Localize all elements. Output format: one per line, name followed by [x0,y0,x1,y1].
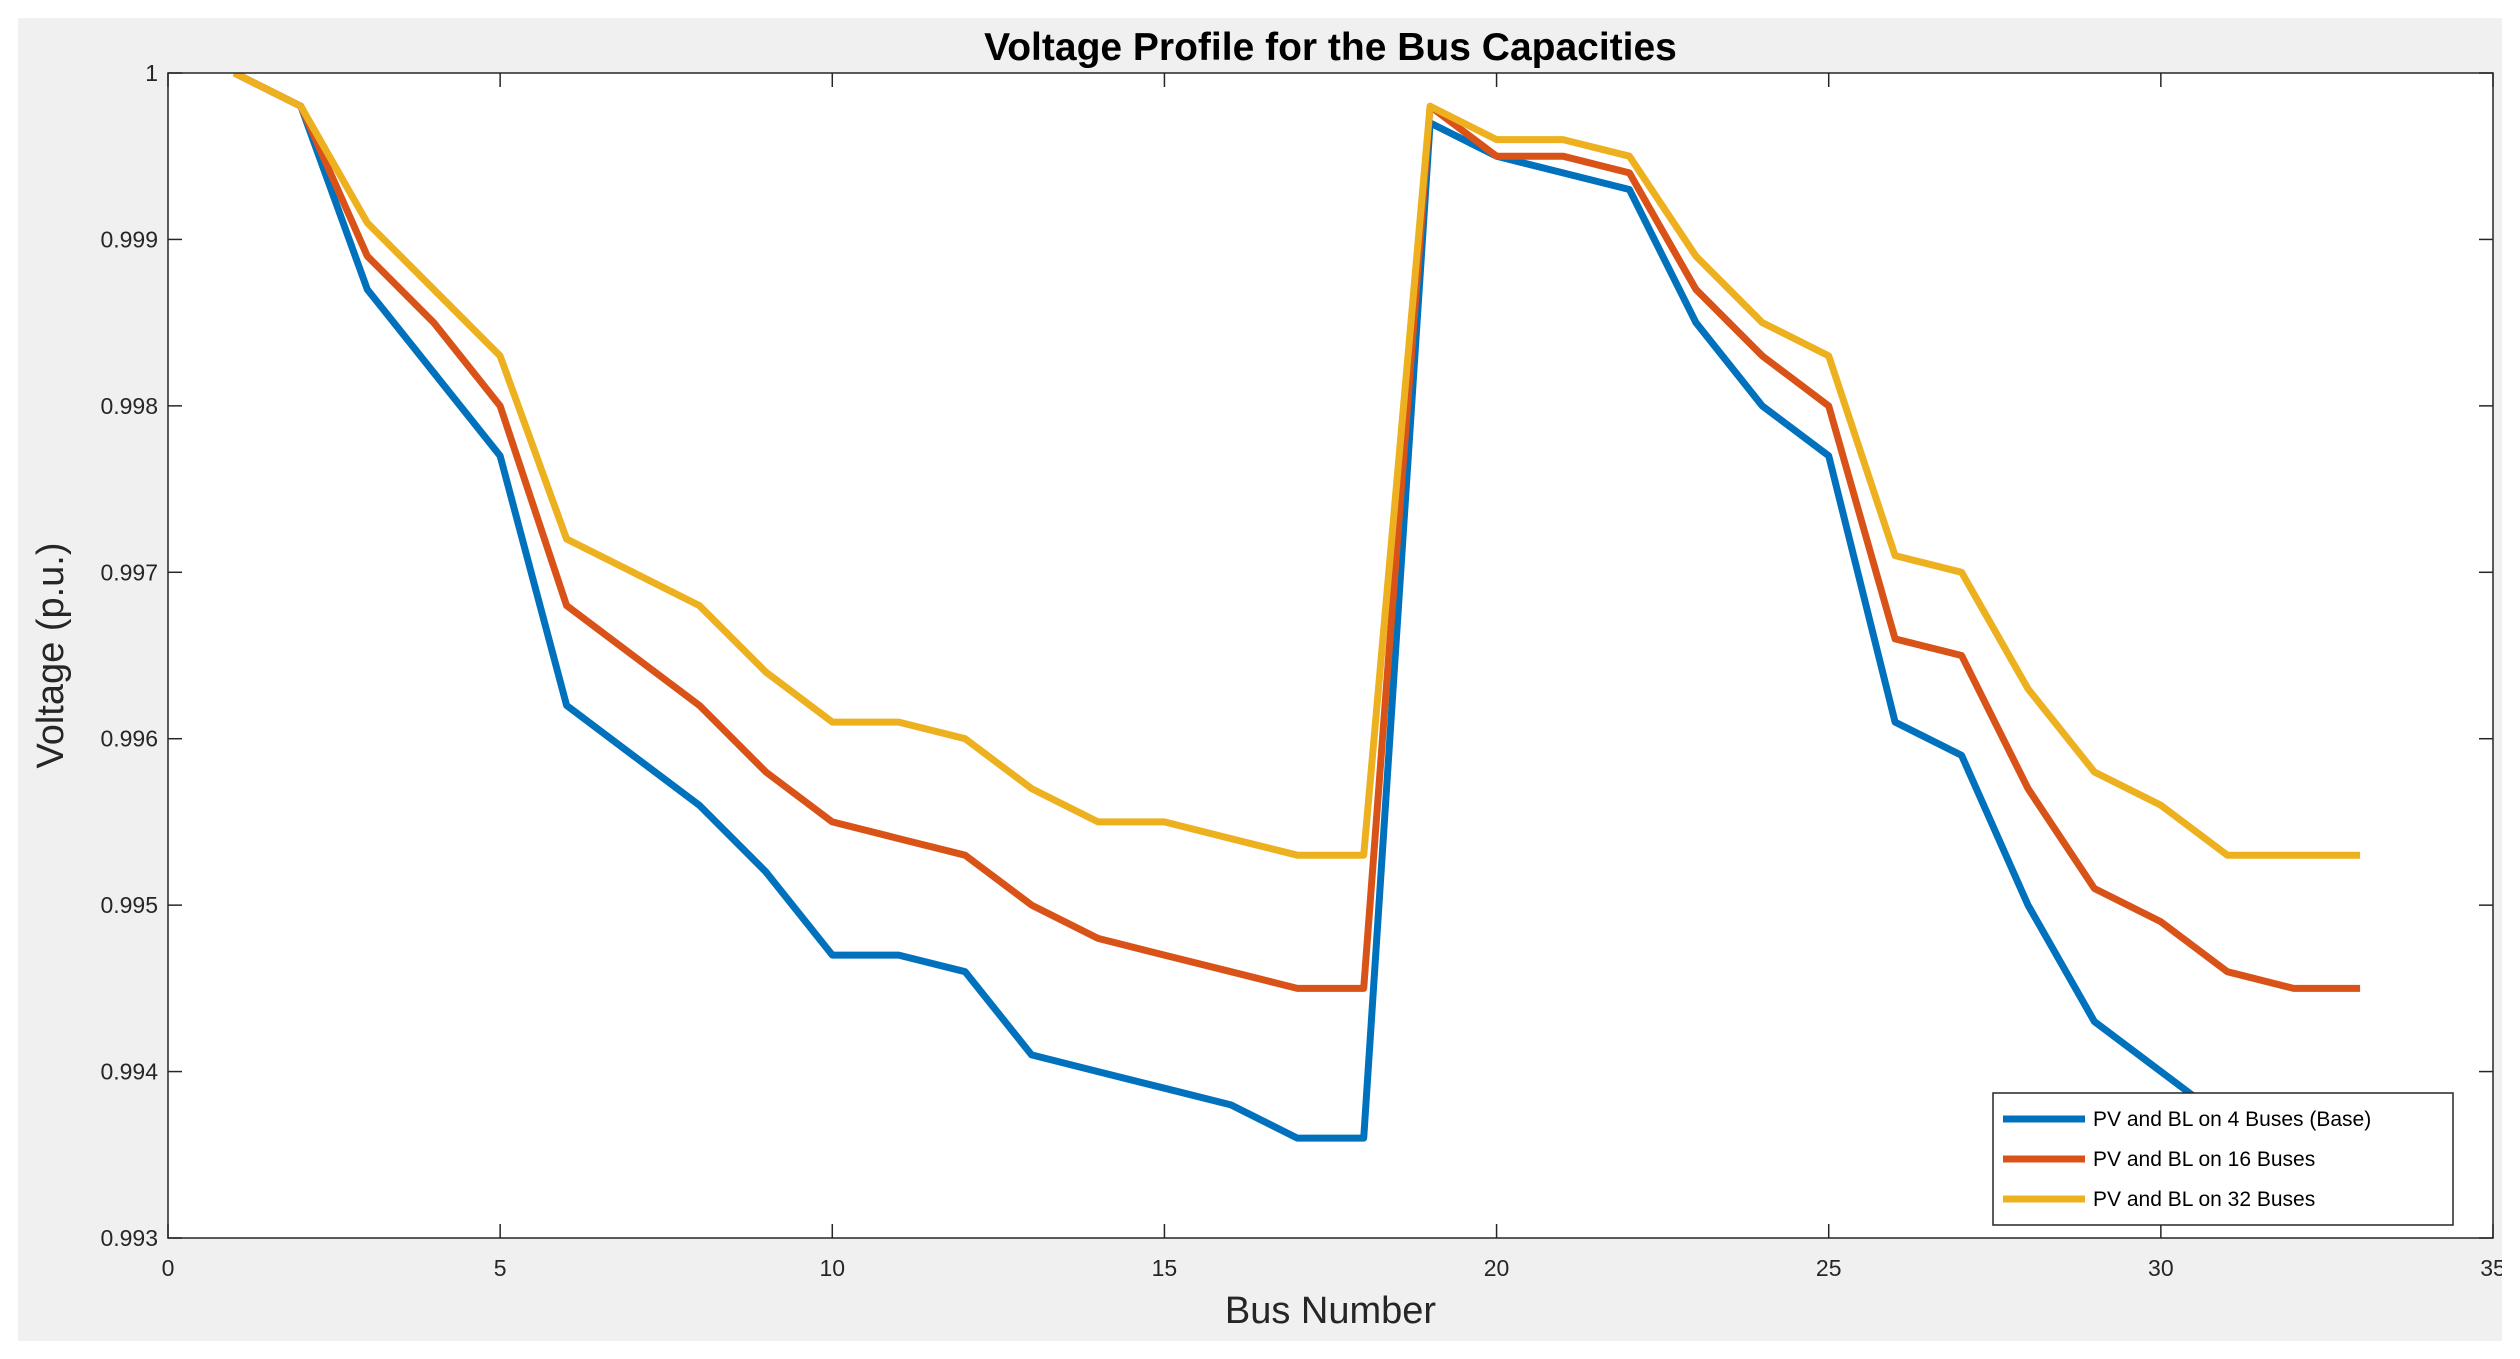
legend[interactable]: PV and BL on 4 Buses (Base) PV and BL on … [1992,1092,2454,1226]
y-tick-label: 0.998 [100,393,158,419]
legend-label-3: PV and BL on 32 Buses [2093,1188,2315,1211]
y-tick-label: 0.995 [100,892,158,918]
series-line-2 [232,73,2361,992]
x-axis-label: Bus Number [1225,1290,1437,1332]
x-tick-label: 20 [1484,1255,1510,1281]
y-tick-label: 0.997 [100,559,158,585]
series-line-3 [232,73,2361,859]
y-tick-label: 0.994 [100,1059,158,1085]
legend-label-1: PV and BL on 4 Buses (Base) [2093,1108,2371,1131]
y-tick-label: 1 [145,60,158,86]
ticks-layer: 0 5 10 15 20 25 30 35 0.993 0.994 0.995 0.996 0.997 0… [100,60,2502,1281]
x-tick-label: 30 [2148,1255,2174,1281]
chart-title: Voltage Profile for the Bus Capacities [984,26,1677,69]
series-layer [232,73,2361,1175]
series-line-1 [232,73,2361,1175]
x-tick-label: 35 [2480,1255,2502,1281]
voltage-profile-chart: 0 5 10 15 20 25 30 35 0.993 0.994 0.995 0.996 0.997 0… [30,26,2502,1332]
y-tick-label: 0.999 [100,226,158,252]
x-tick-label: 10 [819,1255,845,1281]
x-tick-label: 5 [494,1255,507,1281]
x-tick-label: 0 [162,1255,175,1281]
axes-box [167,72,2494,1239]
y-tick-label: 0.996 [100,726,158,752]
y-tick-label: 0.993 [100,1225,158,1251]
y-axis-label: Voltage (p.u.) [30,542,72,768]
x-tick-label: 15 [1152,1255,1178,1281]
x-tick-label: 25 [1816,1255,1842,1281]
legend-label-2: PV and BL on 16 Buses [2093,1148,2315,1171]
figure-window: 0 5 10 15 20 25 30 35 0.993 0.994 0.995 0.996 0.997 0… [18,18,2502,1341]
